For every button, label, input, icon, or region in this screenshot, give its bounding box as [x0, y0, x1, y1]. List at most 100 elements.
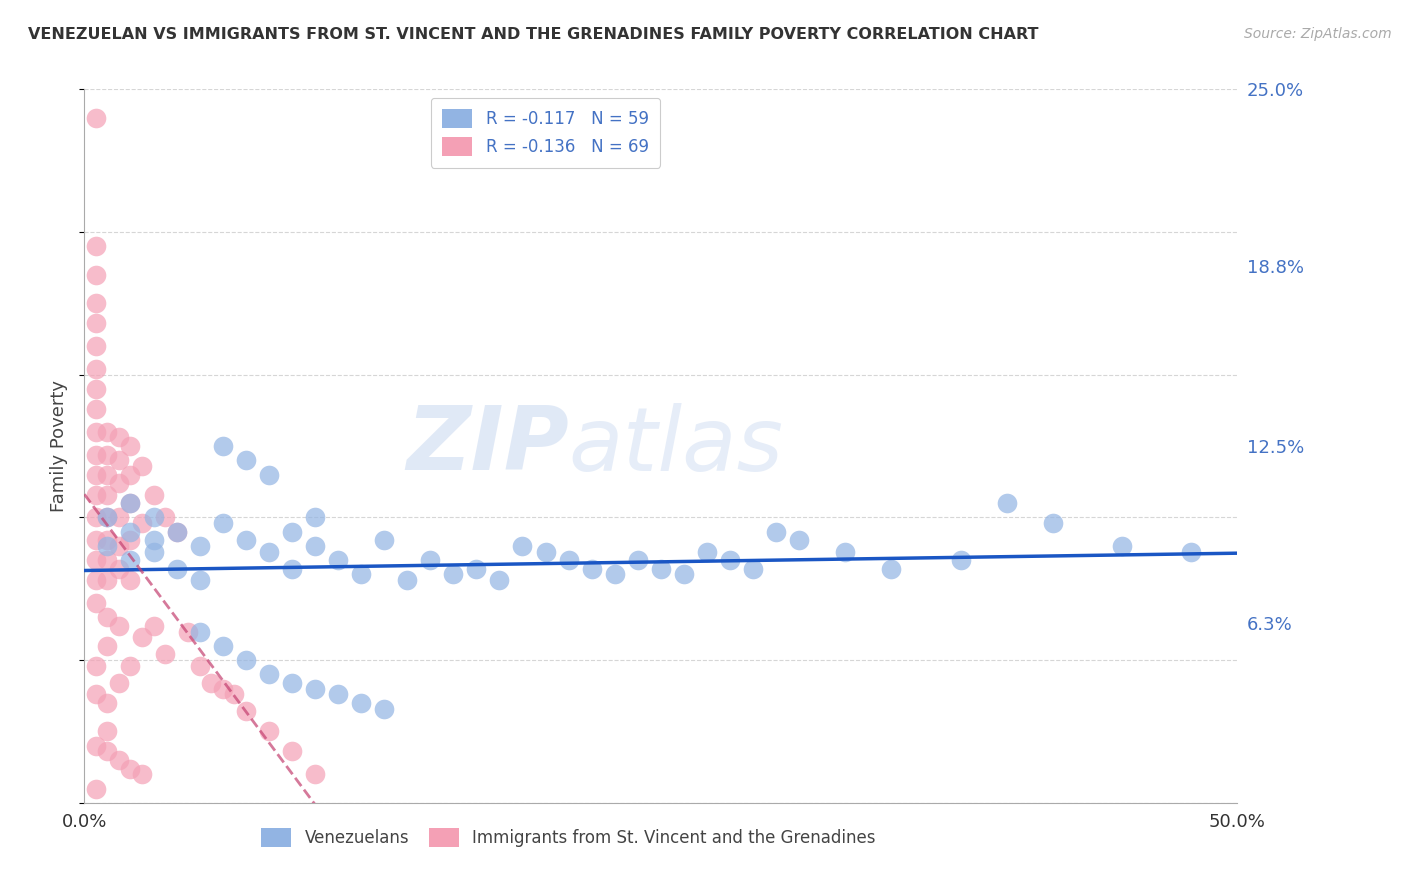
Point: [326, 687, 349, 701]
Point: [84, 573, 107, 587]
Point: [235, 653, 257, 667]
Point: [373, 701, 395, 715]
Point: [166, 524, 188, 539]
Point: [96, 510, 118, 524]
Point: [350, 696, 373, 710]
Legend: Venezuelans, Immigrants from St. Vincent and the Grenadines: Venezuelans, Immigrants from St. Vincent…: [249, 816, 887, 859]
Point: [142, 533, 165, 548]
Point: [108, 539, 131, 553]
Point: [557, 553, 579, 567]
Point: [84, 239, 107, 253]
Point: [188, 658, 211, 673]
Point: [120, 553, 142, 567]
Point: [120, 533, 142, 548]
Point: [211, 439, 233, 453]
Point: [108, 619, 131, 633]
Point: [120, 762, 142, 776]
Point: [108, 562, 131, 576]
Point: [304, 510, 326, 524]
Point: [1180, 544, 1202, 558]
Point: [534, 544, 557, 558]
Point: [108, 676, 131, 690]
Point: [84, 425, 107, 439]
Point: [108, 476, 131, 491]
Point: [153, 648, 176, 662]
Point: [84, 739, 107, 753]
Point: [787, 533, 810, 548]
Point: [84, 533, 107, 548]
Point: [96, 467, 118, 482]
Point: [166, 524, 188, 539]
Point: [995, 496, 1018, 510]
Point: [441, 567, 464, 582]
Text: ZIP: ZIP: [406, 402, 568, 490]
Point: [326, 553, 349, 567]
Point: [131, 458, 153, 473]
Point: [84, 553, 107, 567]
Point: [131, 630, 153, 644]
Text: atlas: atlas: [568, 403, 783, 489]
Point: [650, 562, 672, 576]
Point: [84, 510, 107, 524]
Point: [96, 510, 118, 524]
Point: [96, 610, 118, 624]
Point: [120, 496, 142, 510]
Point: [84, 296, 107, 310]
Point: [235, 705, 257, 719]
Point: [257, 667, 280, 681]
Point: [235, 533, 257, 548]
Point: [373, 533, 395, 548]
Text: VENEZUELAN VS IMMIGRANTS FROM ST. VINCENT AND THE GRENADINES FAMILY POVERTY CORR: VENEZUELAN VS IMMIGRANTS FROM ST. VINCEN…: [28, 27, 1039, 42]
Point: [96, 553, 118, 567]
Point: [96, 744, 118, 758]
Point: [304, 539, 326, 553]
Point: [84, 382, 107, 396]
Point: [96, 448, 118, 462]
Point: [84, 596, 107, 610]
Point: [108, 510, 131, 524]
Point: [131, 516, 153, 530]
Point: [465, 562, 488, 576]
Point: [108, 753, 131, 767]
Point: [108, 453, 131, 467]
Point: [84, 448, 107, 462]
Point: [880, 562, 903, 576]
Point: [257, 544, 280, 558]
Point: [419, 553, 441, 567]
Point: [188, 624, 211, 639]
Point: [84, 467, 107, 482]
Point: [96, 533, 118, 548]
Point: [304, 681, 326, 696]
Point: [84, 401, 107, 416]
Point: [142, 544, 165, 558]
Point: [84, 781, 107, 796]
Point: [166, 562, 188, 576]
Point: [96, 539, 118, 553]
Point: [142, 510, 165, 524]
Point: [84, 687, 107, 701]
Point: [120, 573, 142, 587]
Point: [108, 430, 131, 444]
Point: [96, 724, 118, 739]
Point: [84, 339, 107, 353]
Point: [84, 316, 107, 330]
Point: [84, 268, 107, 282]
Point: [96, 487, 118, 501]
Point: [1111, 539, 1133, 553]
Point: [350, 567, 373, 582]
Point: [120, 496, 142, 510]
Point: [281, 562, 304, 576]
Point: [211, 516, 233, 530]
Point: [257, 724, 280, 739]
Point: [696, 544, 718, 558]
Point: [488, 573, 510, 587]
Point: [672, 567, 695, 582]
Point: [718, 553, 741, 567]
Point: [603, 567, 626, 582]
Point: [211, 681, 233, 696]
Point: [96, 696, 118, 710]
Point: [188, 573, 211, 587]
Point: [96, 425, 118, 439]
Point: [396, 573, 419, 587]
Point: [581, 562, 603, 576]
